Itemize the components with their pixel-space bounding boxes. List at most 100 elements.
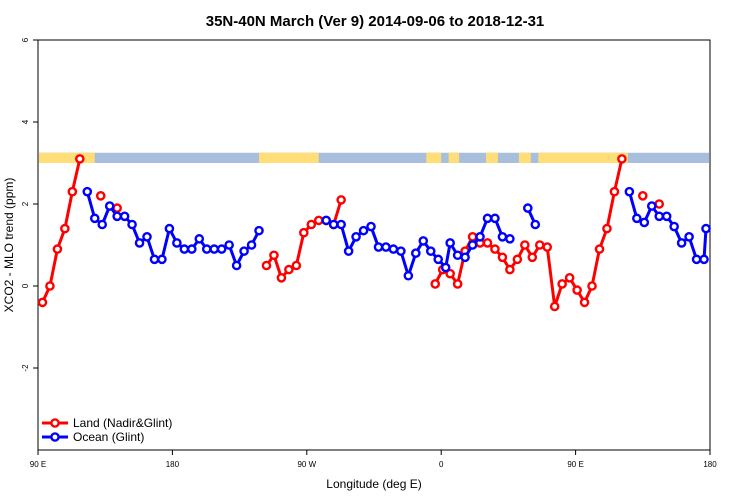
data-point: [505, 264, 515, 275]
data-point: [89, 213, 100, 224]
legend-item: Ocean (Glint): [42, 430, 144, 444]
land-mask-segment: [448, 152, 460, 163]
data-point: [75, 154, 85, 164]
legend-label: Ocean (Glint): [73, 430, 144, 444]
data-point: [425, 246, 436, 256]
data-point: [366, 221, 376, 232]
data-point: [336, 219, 346, 230]
data-point: [60, 223, 70, 234]
data-point: [433, 254, 444, 265]
land-mask-segment: [426, 152, 442, 163]
data-point: [269, 250, 279, 261]
data-point: [549, 301, 560, 312]
land-mask-segment: [39, 152, 95, 163]
data-point: [467, 231, 478, 242]
data-point: [97, 219, 108, 230]
data-point: [564, 272, 575, 283]
legend-marker: [50, 432, 60, 442]
data-point: [638, 190, 648, 201]
data-point: [261, 260, 272, 271]
legend-label: Land (Nadir&Glint): [73, 416, 172, 430]
data-point: [172, 238, 182, 248]
y-axis: -2 0 2 4 6: [21, 37, 38, 372]
data-point: [490, 244, 500, 254]
data-point: [523, 203, 533, 213]
data-point: [388, 244, 399, 254]
data-point: [654, 211, 665, 222]
data-point: [201, 244, 212, 254]
plot-frame: [37, 39, 711, 451]
chart-title: 35N-40N March (Ver 9) 2014-09-06 to 2018…: [206, 13, 545, 30]
data-point: [306, 219, 317, 230]
data-point: [594, 244, 605, 254]
data-point: [82, 186, 93, 197]
data-point: [104, 201, 115, 211]
y-tick-label: 4: [21, 119, 30, 124]
data-point: [396, 246, 406, 256]
data-point: [624, 186, 635, 197]
data-point: [467, 240, 478, 250]
data-point: [246, 240, 257, 250]
data-point: [239, 246, 249, 256]
data-point: [284, 264, 294, 275]
data-point: [684, 231, 694, 242]
land-mask-segment: [518, 152, 531, 163]
data-point: [67, 186, 78, 197]
legend-item: Land (Nadir&Glint): [42, 416, 172, 430]
data-point: [179, 244, 190, 254]
data-point: [134, 238, 145, 248]
data-point: [336, 195, 346, 205]
data-point: [411, 248, 421, 258]
x-tick-label: 180: [703, 460, 717, 469]
data-point: [276, 272, 287, 283]
legend-marker: [50, 418, 60, 428]
surface-type-band: [39, 152, 709, 163]
data-point: [452, 250, 463, 261]
data-point: [112, 211, 122, 222]
data-point: [164, 223, 175, 234]
data-point: [609, 186, 620, 197]
series-land: [37, 154, 665, 312]
data-point: [291, 260, 302, 271]
data-point: [602, 223, 612, 234]
data-point: [142, 231, 152, 242]
data-point: [676, 238, 687, 248]
data-point: [490, 213, 500, 224]
data-point: [373, 242, 384, 252]
data-point: [119, 211, 130, 222]
data-point: [572, 285, 582, 295]
data-point: [254, 225, 264, 236]
ocean-mask-band: [39, 152, 709, 163]
land-mask-segment: [486, 152, 498, 163]
y-tick-label: 0: [21, 283, 30, 288]
data-point: [505, 234, 515, 244]
data-point: [358, 225, 369, 236]
data-point: [639, 217, 650, 228]
data-point: [654, 199, 665, 209]
x-axis: 90 E 180 90 W 0 90 E 180: [30, 450, 717, 469]
data-point: [579, 297, 590, 308]
series-line: [265, 199, 343, 280]
x-tick-label: 90 E: [30, 460, 46, 469]
data-point: [701, 223, 711, 234]
data-point: [632, 213, 642, 224]
data-point: [482, 238, 493, 248]
data-point: [691, 254, 702, 265]
data-point: [299, 227, 309, 238]
data-point: [45, 281, 55, 291]
x-axis-label: Longitude (deg E): [326, 477, 421, 491]
data-point: [527, 252, 538, 263]
data-point: [534, 240, 545, 250]
data-point: [520, 240, 530, 250]
y-axis-label: XCO2 - MLO trend (ppm): [2, 178, 16, 313]
data-point: [343, 246, 354, 256]
x-tick-label: 90 E: [567, 460, 583, 469]
data-point: [530, 219, 541, 230]
data-point: [418, 236, 429, 246]
data-point: [209, 244, 220, 254]
data-point: [445, 268, 455, 279]
x-tick-label: 0: [439, 460, 444, 469]
series-layer: [37, 154, 711, 312]
data-point: [381, 242, 391, 252]
